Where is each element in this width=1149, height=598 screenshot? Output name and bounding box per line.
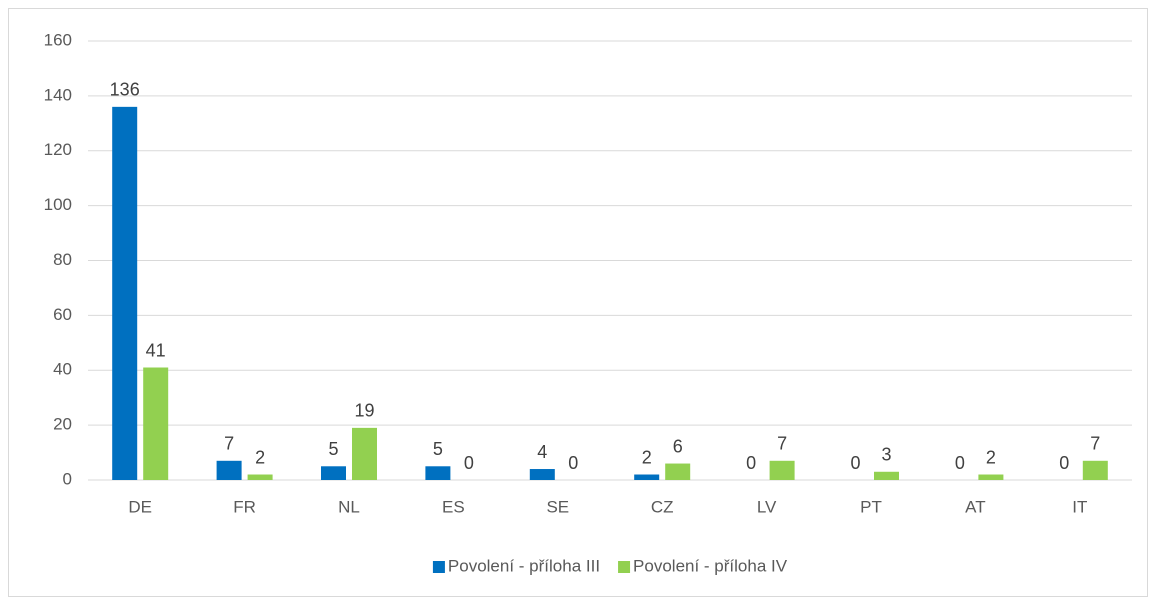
y-tick-label: 60 <box>53 305 72 324</box>
chart-border <box>8 8 1148 597</box>
data-label: 6 <box>673 436 683 456</box>
data-label: 0 <box>955 453 965 473</box>
bar <box>247 474 273 480</box>
data-label: 0 <box>1059 453 1069 473</box>
x-tick-label: NL <box>338 497 360 516</box>
x-tick-label: DE <box>128 497 152 516</box>
data-label: 5 <box>433 439 443 459</box>
bar <box>1082 460 1108 480</box>
bar <box>216 460 242 480</box>
data-label: 3 <box>881 445 891 465</box>
legend-swatch <box>432 561 445 573</box>
data-label: 0 <box>568 453 578 473</box>
bar <box>352 427 377 480</box>
bar <box>112 106 138 480</box>
x-tick-label: AT <box>965 497 985 516</box>
data-label: 7 <box>777 434 787 454</box>
data-label: 2 <box>642 447 652 467</box>
data-label: 4 <box>537 442 547 462</box>
data-label: 7 <box>224 434 234 454</box>
data-label: 2 <box>255 447 265 467</box>
data-label: 0 <box>746 453 756 473</box>
x-tick-label: IT <box>1072 497 1087 516</box>
y-tick-label: 80 <box>53 250 72 269</box>
x-tick-label: FR <box>233 497 256 516</box>
legend-swatch <box>618 561 631 573</box>
bar <box>769 460 795 480</box>
y-tick-label: 100 <box>44 195 72 214</box>
x-tick-label: ES <box>442 497 465 516</box>
data-label: 19 <box>354 401 374 421</box>
bar <box>321 466 346 480</box>
data-label: 7 <box>1090 434 1100 454</box>
x-tick-label: PT <box>860 497 882 516</box>
bar <box>143 367 169 480</box>
bar <box>634 474 660 480</box>
x-tick-label: SE <box>546 497 569 516</box>
data-label: 2 <box>986 447 996 467</box>
data-label: 136 <box>110 80 140 100</box>
y-tick-label: 120 <box>44 140 72 159</box>
data-label: 41 <box>146 340 166 360</box>
legend-label: Povolení - příloha III <box>448 556 600 575</box>
data-label: 0 <box>464 453 474 473</box>
bar <box>425 466 451 480</box>
y-tick-label: 140 <box>44 85 72 104</box>
bar <box>665 463 691 480</box>
y-tick-label: 0 <box>63 469 72 488</box>
y-tick-label: 40 <box>53 360 72 379</box>
legend-label: Povolení - příloha IV <box>633 556 788 575</box>
bar <box>874 471 899 480</box>
bar <box>529 469 555 480</box>
x-tick-label: LV <box>757 497 777 516</box>
y-tick-label: 160 <box>44 30 72 49</box>
bar <box>978 474 1004 480</box>
x-tick-label: CZ <box>651 497 674 516</box>
data-label: 0 <box>850 453 860 473</box>
data-label: 5 <box>328 439 338 459</box>
y-tick-label: 20 <box>53 415 72 434</box>
